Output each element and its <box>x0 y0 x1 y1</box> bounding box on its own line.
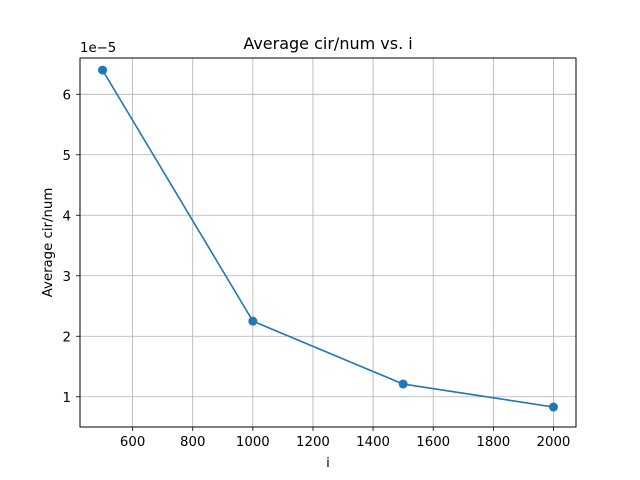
grid-lines <box>80 58 576 427</box>
series-line <box>101 69 554 408</box>
x-tick-label: 1000 <box>236 435 270 450</box>
data-point <box>98 65 108 75</box>
x-tick-label: 1200 <box>296 435 330 450</box>
data-point <box>248 316 258 326</box>
y-axis-ticks: 1 2 3 4 5 6 <box>63 88 80 406</box>
x-tick-label: 600 <box>120 435 145 450</box>
data-point <box>548 402 558 412</box>
y-tick-label: 3 <box>63 270 71 285</box>
x-tick-label: 2000 <box>537 435 571 450</box>
y-tick-label: 5 <box>63 149 71 164</box>
x-axis-label: i <box>326 456 330 471</box>
x-tick-label: 1400 <box>356 435 390 450</box>
y-tick-label: 1 <box>63 391 71 406</box>
y-tick-label: 2 <box>63 330 71 345</box>
y-axis-label: Average cir/num <box>41 188 56 298</box>
x-axis-ticks: 600 800 1000 1200 1400 1600 1800 2000 <box>120 427 570 450</box>
plot-area-frame <box>79 57 577 428</box>
series-layer <box>98 65 558 412</box>
y-axis-scale-label: 1e−5 <box>80 41 116 56</box>
x-tick-label: 1600 <box>416 435 450 450</box>
y-tick-label: 6 <box>63 88 71 103</box>
x-tick-label: 800 <box>180 435 205 450</box>
chart-title: Average cir/num vs. i <box>243 34 412 53</box>
y-tick-label: 4 <box>63 209 71 224</box>
data-point <box>398 379 408 389</box>
x-tick-label: 1800 <box>476 435 510 450</box>
